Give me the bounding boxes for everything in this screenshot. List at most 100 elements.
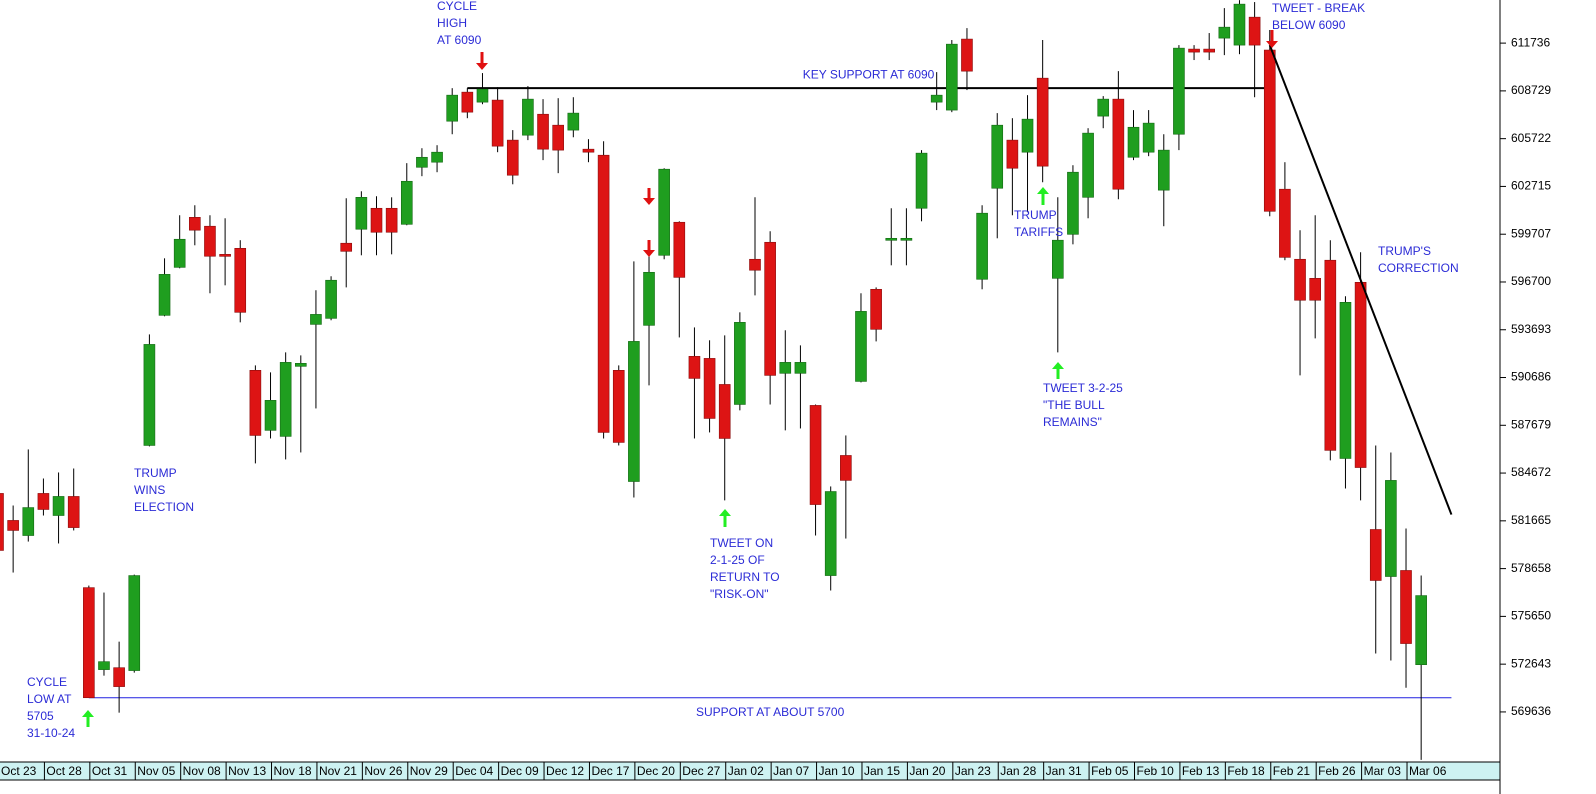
x-tick-label: Feb 13 [1182, 764, 1220, 778]
y-tick-label: 605722 [1511, 131, 1551, 145]
annotation: TRUMP [1014, 208, 1057, 222]
candle-body [385, 207, 398, 233]
candle-body [824, 491, 837, 576]
annotation: TWEET ON [710, 536, 773, 550]
candle-body [1157, 149, 1170, 191]
x-tick-label: Nov 21 [319, 764, 357, 778]
candle-body [870, 288, 882, 330]
x-tick-label: Jan 15 [864, 764, 900, 778]
candle-body [1324, 259, 1337, 451]
candle-body [219, 254, 231, 257]
candle-body [734, 322, 746, 405]
candle-body [370, 207, 383, 233]
candle-body [1006, 139, 1019, 169]
y-tick-label: 608729 [1511, 83, 1551, 97]
arrow-head [476, 63, 488, 70]
candle-body [703, 358, 716, 419]
trend-line [1268, 44, 1453, 515]
candle-body [688, 356, 701, 379]
candle-body [98, 661, 110, 670]
annotation: 31-10-24 [27, 726, 75, 740]
x-tick-label: Dec 12 [546, 764, 584, 778]
x-tick-label: Mar 06 [1409, 764, 1447, 778]
candle-body [658, 168, 670, 256]
candle-body [67, 496, 80, 528]
candle-body [1142, 122, 1155, 153]
x-tick-label: Feb 18 [1227, 764, 1265, 778]
candle-body [915, 152, 928, 209]
y-tick-label: 593693 [1511, 322, 1551, 336]
candle-body [930, 94, 943, 103]
candle-body [506, 139, 519, 176]
candle-body [173, 238, 186, 268]
candle-body [1385, 480, 1397, 577]
candle-body [855, 311, 867, 382]
arrow-head [719, 509, 731, 516]
annotation: WINS [134, 483, 165, 497]
candle-body [1279, 188, 1291, 258]
x-tick-label: Jan 02 [728, 764, 764, 778]
candle-body [22, 507, 35, 536]
x-tick-label: Jan 10 [819, 764, 855, 778]
candle-body [83, 587, 95, 699]
candle-body [1203, 48, 1215, 53]
candle-body [325, 279, 337, 319]
annotation: "RISK-ON" [710, 587, 769, 601]
reference-label: SUPPORT AT ABOUT 5700 [696, 705, 845, 719]
candle-body [976, 212, 988, 280]
candle-body [37, 493, 50, 510]
candle-body [1067, 171, 1079, 235]
candle-body [1173, 47, 1185, 135]
x-tick-label: Dec 27 [682, 764, 720, 778]
arrow-head [1052, 362, 1064, 369]
arrow-head [1266, 41, 1278, 48]
annotation: HIGH [437, 16, 467, 30]
y-tick-label: 581665 [1511, 513, 1551, 527]
candle-body [189, 217, 201, 231]
candle-body [1354, 281, 1367, 468]
annotation: TRUMP'S [1378, 244, 1431, 258]
candle-body [567, 112, 580, 131]
candle-body [552, 124, 564, 151]
annotation: CYCLE [437, 0, 477, 13]
annotation: TRUMP [134, 466, 177, 480]
annotation: TARIFFS [1014, 225, 1063, 239]
x-tick-label: Jan 31 [1046, 764, 1082, 778]
annotation: TWEET - BREAK [1272, 1, 1365, 15]
candle-body [794, 362, 807, 374]
annotation: CORRECTION [1378, 261, 1459, 275]
candle-body [522, 98, 534, 136]
candle-body [416, 156, 428, 168]
candle-body [612, 370, 625, 443]
candle-body [946, 43, 958, 111]
candle-body [431, 151, 443, 163]
candle-body [643, 271, 655, 326]
candle-body [1309, 278, 1321, 301]
x-tick-label: Feb 10 [1137, 764, 1175, 778]
candle-body [355, 197, 368, 230]
y-tick-label: 578658 [1511, 561, 1551, 575]
candle-body [310, 314, 322, 325]
candle-body [885, 237, 898, 241]
candle-body [476, 88, 489, 103]
y-tick-label: 569636 [1511, 704, 1551, 718]
candle-body [249, 370, 262, 436]
arrow-head [643, 198, 655, 205]
y-tick-label: 596700 [1511, 274, 1551, 288]
candle-body [749, 258, 761, 271]
candle-body [597, 154, 610, 433]
candle-body [1233, 3, 1246, 46]
x-tick-label: Jan 20 [909, 764, 945, 778]
annotation: BELOW 6090 [1272, 18, 1346, 32]
candle-body [7, 520, 19, 531]
annotation: 2-1-25 OF [710, 553, 765, 567]
candle-body [1263, 49, 1276, 212]
y-tick-label: 575650 [1511, 609, 1551, 623]
candle-body [446, 94, 459, 122]
candle-body [52, 496, 65, 516]
x-tick-label: Nov 29 [410, 764, 448, 778]
candle-body [128, 575, 141, 671]
candle-body [491, 99, 504, 147]
y-tick-label: 611736 [1511, 35, 1550, 49]
